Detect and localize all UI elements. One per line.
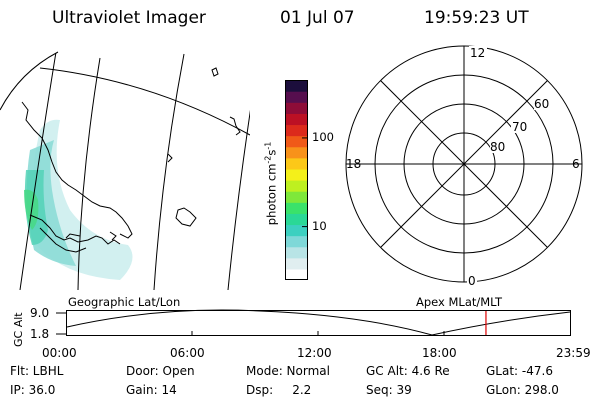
mlat-label-70: 70 — [512, 120, 527, 134]
colorbar-tick-100: 100 — [312, 129, 334, 144]
param-ip: IP: 36.0 — [10, 383, 56, 397]
colorbar-tick-10: 10 — [312, 218, 327, 233]
observation-date: 01 Jul 07 — [280, 8, 355, 28]
colorbar-band — [285, 180, 308, 192]
colorbar-unit: photon cm-2s-1 — [263, 141, 279, 226]
coastline — [15, 61, 241, 253]
param-gc-alt: GC Alt: 4.6 Re — [366, 364, 450, 378]
mlt-label-12: 12 — [470, 46, 485, 60]
projection-edge — [0, 51, 59, 111]
map-title: Geographic Lat/Lon — [68, 295, 181, 309]
aurora-emission — [24, 119, 133, 280]
altitude-tick-max: 9.0 — [30, 306, 49, 320]
param-dsp: Dsp: 2.2 — [246, 383, 312, 397]
param-filter: Flt: LBHL — [10, 364, 64, 378]
observation-time: 19:59:23 UT — [424, 8, 529, 28]
polar-title: Apex MLat/MLT — [416, 295, 503, 309]
mlat-label-80: 80 — [490, 140, 505, 154]
param-gain: Gain: 14 — [126, 383, 177, 397]
mlt-label-0: 0 — [468, 274, 476, 288]
altitude-plot: GC Alt 9.0 1.8 00:00 06:00 12:00 18:00 2… — [12, 306, 591, 360]
altitude-tick-min: 1.8 — [30, 327, 49, 341]
mlt-label-6: 6 — [572, 157, 580, 171]
altitude-axis-label: GC Alt — [12, 312, 25, 347]
param-seq: Seq: 39 — [366, 383, 412, 397]
colorbar-tick-labels: 100 10 — [310, 80, 340, 280]
colorbar-band — [285, 113, 308, 126]
colorbar-gradient — [285, 80, 308, 281]
altitude-curve — [66, 309, 571, 336]
time-tick-1200: 12:00 — [297, 346, 332, 360]
colorbar-band — [285, 246, 308, 259]
colorbar-band — [285, 157, 308, 170]
param-mode: Mode: Normal — [246, 364, 330, 378]
colorbar-band — [285, 135, 308, 148]
time-tick-2359: 23:59 — [556, 346, 591, 360]
colorbar-band — [285, 268, 308, 281]
colorbar-band — [285, 124, 308, 137]
param-glon: GLon: 298.0 — [486, 383, 559, 397]
colorbar-band — [285, 202, 308, 214]
colorbar-band — [285, 146, 308, 159]
time-tick-1800: 18:00 — [422, 346, 457, 360]
mlat-label-60: 60 — [534, 97, 549, 111]
colorbar-band — [285, 102, 308, 114]
time-tick-0000: 00:00 — [42, 346, 77, 360]
colorbar — [285, 80, 309, 284]
colorbar-band — [285, 257, 308, 270]
map-grid — [19, 52, 250, 290]
polar-meridian-diag2 — [380, 80, 548, 248]
instrument-title: Ultraviolet Imager — [52, 8, 206, 28]
param-door: Door: Open — [126, 364, 195, 378]
colorbar-band — [285, 213, 308, 226]
geographic-map — [0, 51, 250, 290]
colorbar-band — [285, 91, 308, 103]
param-glat: GLat: -47.6 — [486, 364, 553, 378]
mlt-label-18: 18 — [346, 157, 361, 171]
altitude-plot-frame — [66, 310, 571, 336]
colorbar-band — [285, 191, 308, 203]
colorbar-band — [285, 224, 308, 237]
colorbar-band — [285, 235, 308, 248]
colorbar-band — [285, 80, 308, 92]
colorbar-band — [285, 168, 308, 181]
polar-plot: 12 0 18 6 60 70 80 — [345, 45, 583, 288]
time-tick-0600: 06:00 — [170, 346, 205, 360]
